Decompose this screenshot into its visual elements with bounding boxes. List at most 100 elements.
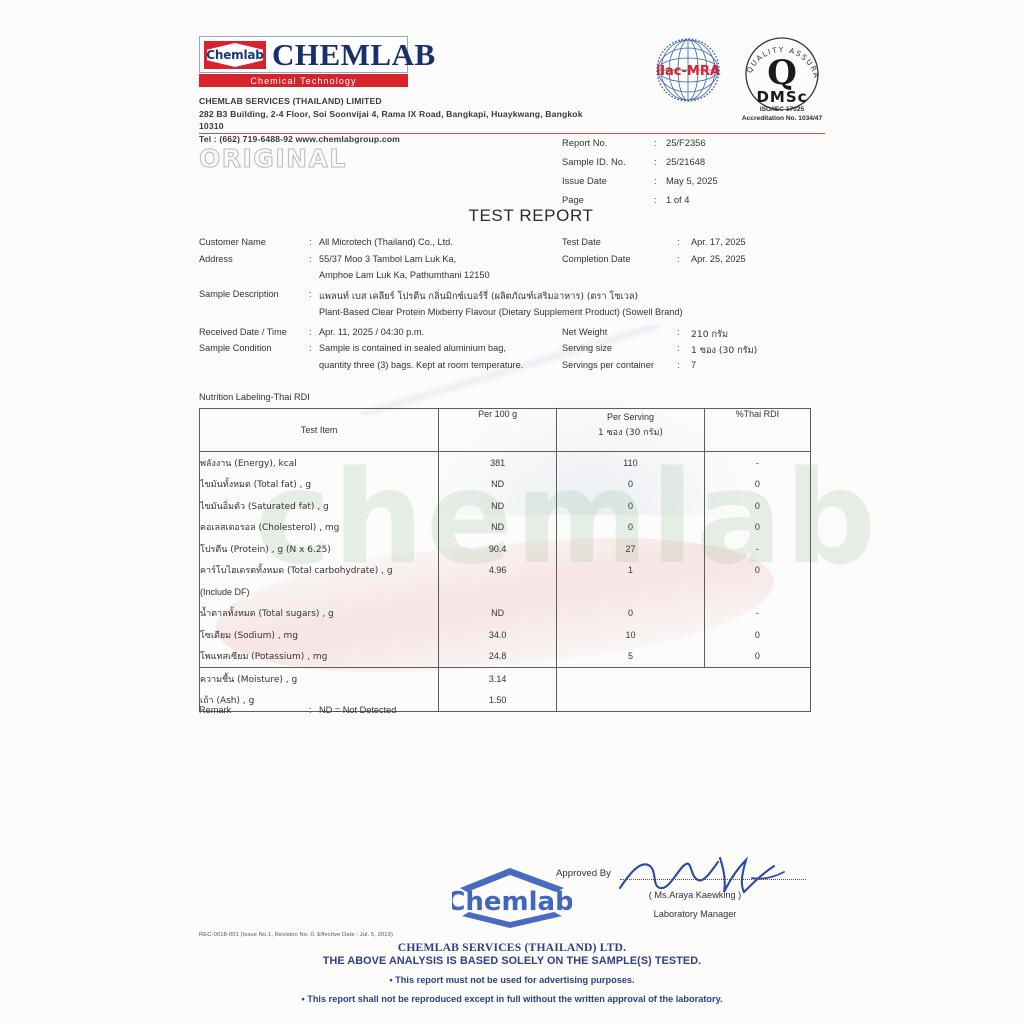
customer-name-value: All Microtech (Thailand) Co., Ltd. — [319, 237, 453, 247]
logo-tagline: Chemical Technology — [250, 75, 357, 86]
logo-hex-badge: Chemlab — [204, 41, 266, 69]
table-row: ไขมันอิ่มตัว (Saturated fat) , g ND 0 0 — [198, 495, 812, 517]
address-line-2: Amphoe Lam Luk Ka, Pathumthani 12150 — [319, 270, 490, 280]
info-row-condition-2: quantity three (3) bags. Kept at room te… — [199, 360, 839, 377]
svg-text:DMSc: DMSc — [756, 88, 807, 106]
meta-row: Issue Date: May 5, 2025 — [562, 171, 862, 190]
row-item: โปรตีน (Protein) , g (N x 6.25) — [198, 538, 440, 560]
svg-text:Q: Q — [767, 53, 797, 93]
header-per-serving: Per Serving 1 ซอง (30 กรัม) — [556, 408, 705, 452]
row-item: โพแทสเซียม (Potassium) , mg — [198, 645, 440, 668]
row-rdi: 0 — [703, 516, 812, 538]
original-watermark: ORIGINAL — [199, 144, 347, 174]
serving-size-label: Serving size — [562, 343, 613, 353]
row-per100: 24.8 — [438, 645, 558, 668]
sample-condition-line-1: Sample is contained in sealed aluminium … — [319, 343, 506, 353]
svg-text:Chemlab: Chemlab — [452, 887, 572, 917]
row-rdi — [703, 581, 812, 603]
row-item: น้ำตาลทั้งหมด (Total sugars) , g — [198, 602, 440, 624]
meta-row: Page:1 of 4 — [562, 190, 862, 209]
row-rdi — [704, 689, 812, 712]
row-serving: 5 — [556, 645, 705, 668]
info-row-sample-desc-en: Plant-Based Clear Protein Mixberry Flavo… — [199, 307, 839, 324]
row-per100: ND — [438, 495, 558, 517]
info-row-condition: Sample Condition : Sample is contained i… — [199, 343, 839, 360]
remark-value: ND = Not Detected — [319, 705, 397, 715]
row-serving — [556, 667, 705, 690]
row-per100: 1.50 — [438, 689, 558, 712]
header-divider — [199, 133, 825, 134]
iso-standard: ISO/IEC 17025 — [759, 106, 805, 113]
header-per-serving-line2: 1 ซอง (30 กรัม) — [597, 428, 663, 438]
meta-row: Report No.:25/F2356 — [562, 133, 862, 152]
meta-row: Sample ID. No.:25/21648 — [562, 152, 862, 171]
net-weight-value: 210 กรัม — [691, 328, 729, 340]
logo-badge-text: Chemlab — [206, 48, 264, 62]
row-per100: 3.14 — [438, 667, 558, 690]
row-rdi: 0 — [703, 645, 812, 668]
row-serving: 27 — [556, 538, 705, 560]
table-row: คาร์โบไฮเดรตทั้งหมด (Total carbohydrate)… — [198, 559, 812, 581]
row-rdi: 0 — [703, 473, 812, 495]
sample-description-thai: แพลนท์ เบส เคลียร์ โปรตีน กลิ่นมิกซ์เบอร… — [319, 290, 639, 302]
table-header-row: Test Item Per 100 g Per Serving 1 ซอง (3… — [198, 408, 812, 452]
received-label: Received Date / Time — [199, 326, 287, 337]
table-row: ความชื้น (Moisture) , g 3.14 — [198, 667, 812, 690]
table-row: (Include DF) — [198, 581, 812, 603]
header-per-serving-line1: Per Serving — [606, 412, 654, 422]
address-label: Address — [199, 253, 233, 264]
row-item: เถ้า (Ash) , g — [198, 689, 440, 712]
row-rdi: 0 — [703, 495, 812, 517]
info-row-address-2: Amphoe Lam Luk Ka, Pathumthani 12150 — [199, 270, 839, 287]
header-thai-rdi: %Thai RDI — [703, 408, 812, 452]
row-item: ไขมันทั้งหมด (Total fat) , g — [198, 473, 440, 495]
chemlab-stamp-icon: Chemlab — [452, 868, 572, 928]
table-row: โพแทสเซียม (Potassium) , mg 24.8 5 0 — [198, 645, 812, 668]
sample-condition-line-2: quantity three (3) bags. Kept at room te… — [319, 359, 524, 370]
chemlab-logo: Chemlab CHEMLAB Chemical Technology — [199, 36, 435, 87]
logo-wordmark: CHEMLAB — [272, 37, 436, 72]
meta-value: May 5, 2025 — [666, 175, 718, 186]
accreditation-text: ISO/IEC 17025 Accreditation No. 1034/47 — [728, 106, 836, 123]
sample-description-label: Sample Description — [199, 288, 279, 299]
handwritten-signature — [618, 856, 785, 894]
received-value: Apr. 11, 2025 / 04:30 p.m. — [319, 326, 425, 337]
row-per100: 4.96 — [438, 559, 558, 581]
table-row: เถ้า (Ash) , g 1.50 — [198, 689, 812, 712]
address-line-1: 55/37 Moo 3 Tambol Lam Luk Ka, — [319, 253, 457, 264]
report-meta-block: Report No.:25/F2356 Sample ID. No.:25/21… — [562, 133, 862, 209]
table-row: คอเลสเตอรอล (Cholesterol) , mg ND 0 0 — [198, 516, 812, 538]
row-rdi: - — [703, 451, 812, 474]
footer-advertising-note: • This report must not be used for adver… — [389, 975, 635, 985]
meta-label: Issue Date — [562, 175, 607, 186]
meta-value: 25/F2356 — [666, 137, 706, 148]
row-per100 — [438, 581, 558, 603]
row-rdi: 0 — [703, 624, 812, 646]
row-serving: 0 — [556, 602, 705, 624]
info-row-sample-desc: Sample Description : แพลนท์ เบส เคลียร์ … — [199, 289, 839, 306]
footer-reproduction-note: • This report shall not be reproduced ex… — [301, 994, 723, 1004]
row-item: ไขมันอิ่มตัว (Saturated fat) , g — [198, 495, 440, 517]
row-per100: 34.0 — [438, 624, 558, 646]
row-serving: 10 — [556, 624, 705, 646]
logo-tagline-bar: Chemical Technology — [199, 74, 408, 87]
row-rdi: 0 — [703, 559, 812, 581]
header-per-100g: Per 100 g — [438, 408, 558, 452]
footer-company: CHEMLAB SERVICES (THAILAND) LTD. — [397, 941, 627, 954]
meta-value: 1 of 4 — [666, 194, 690, 205]
company-address-block: CHEMLAB SERVICES (THAILAND) LIMITED 282 … — [199, 95, 599, 145]
customer-name-label: Customer Name — [199, 237, 266, 247]
row-item: คาร์โบไฮเดรตทั้งหมด (Total carbohydrate)… — [198, 559, 440, 581]
ilac-mra-icon: ilac-MRA — [656, 38, 720, 102]
row-per100: ND — [438, 602, 558, 624]
nutrition-table: Test Item Per 100 g Per Serving 1 ซอง (3… — [198, 408, 812, 712]
serving-size-value: 1 ซอง (30 กรัม) — [691, 345, 758, 356]
table-row: พลังงาน (Energy), kcal 381 110- — [198, 451, 812, 474]
row-per100: ND — [438, 516, 558, 538]
meta-label: Report No. — [562, 137, 608, 148]
info-row-address: Address : 55/37 Moo 3 Tambol Lam Luk Ka,… — [199, 254, 839, 271]
header-test-item: Test Item — [198, 408, 440, 452]
footer-block: CHEMLAB SERVICES (THAILAND) LTD. THE ABO… — [0, 941, 1024, 1004]
row-serving: 0 — [556, 516, 705, 538]
row-item: พลังงาน (Energy), kcal — [198, 451, 440, 474]
